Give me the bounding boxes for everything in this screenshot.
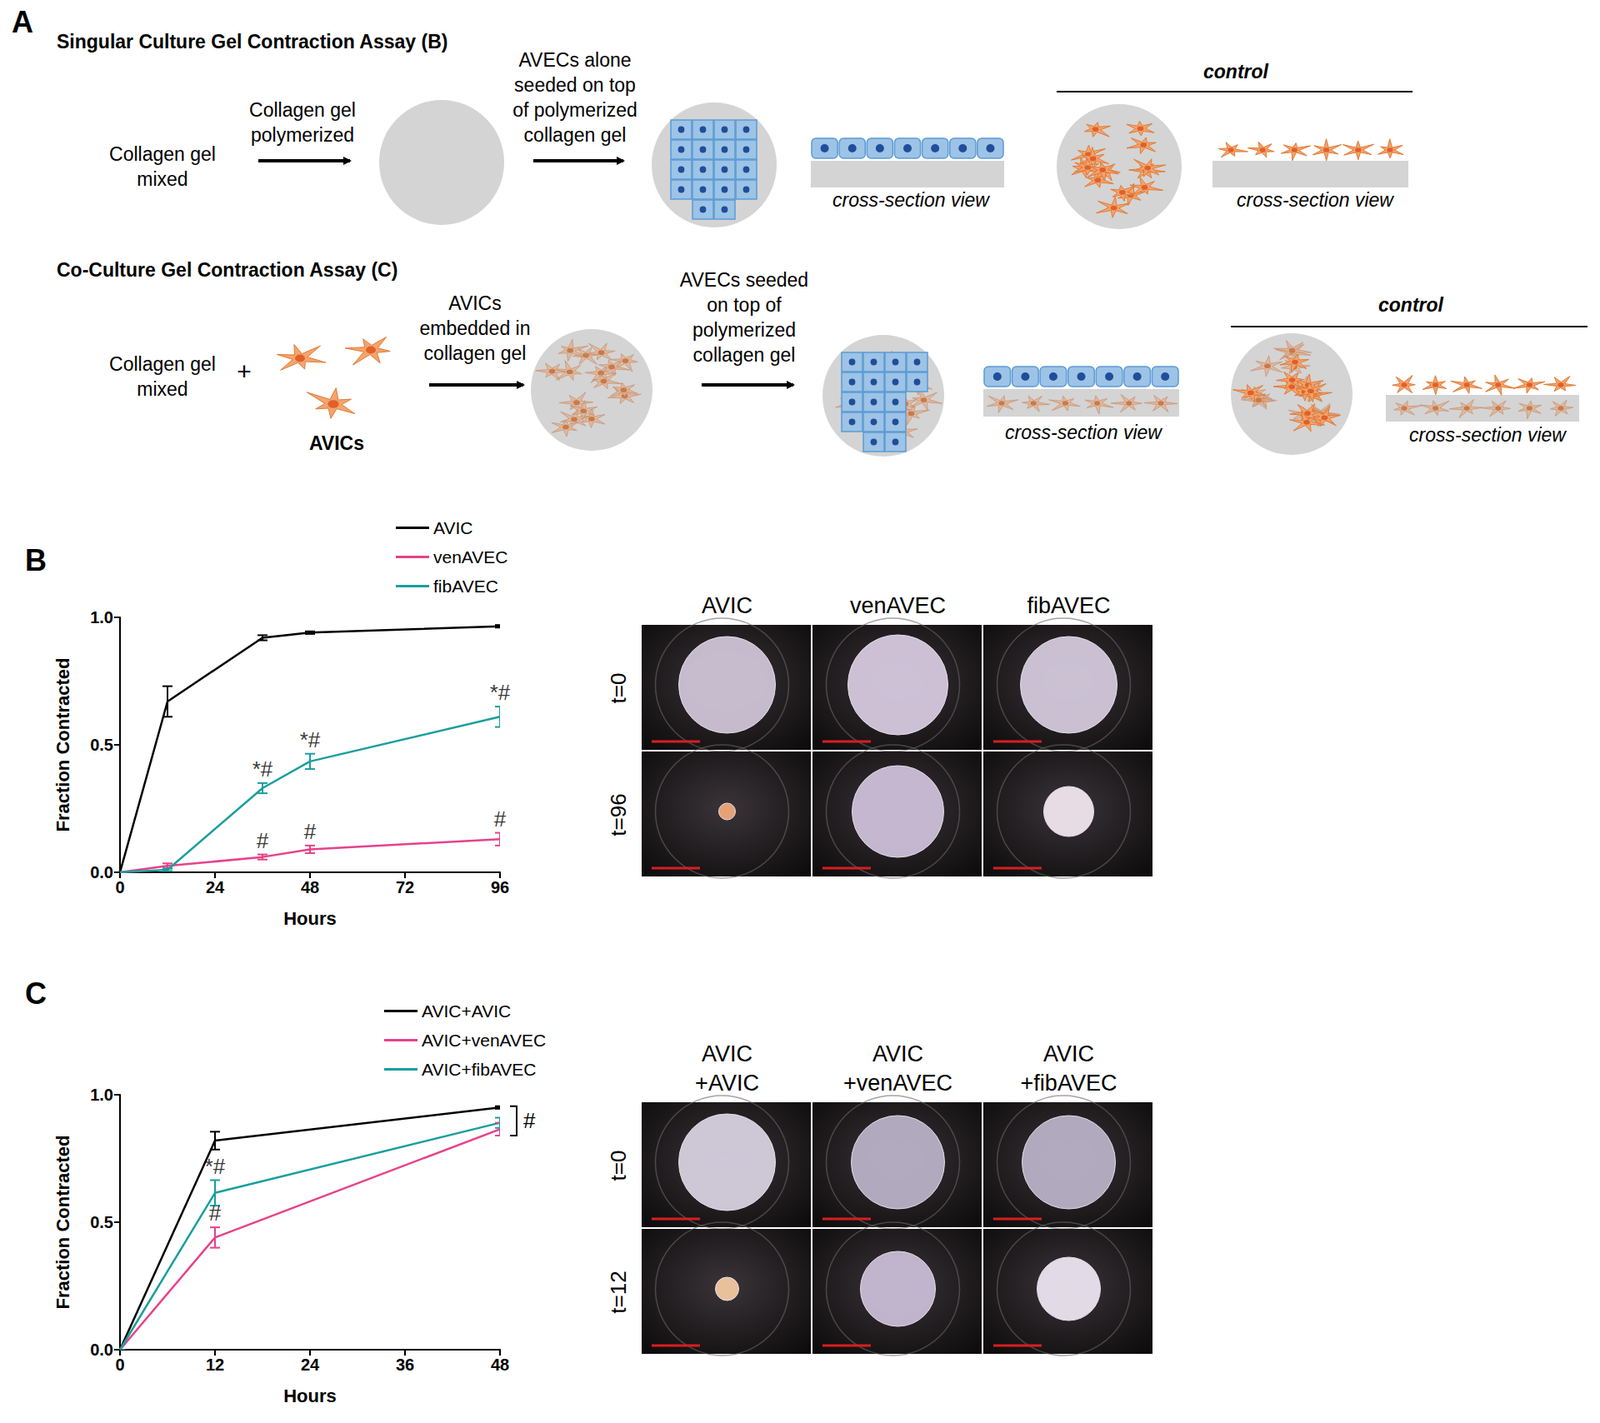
svg-text:AVIC+fibAVEC: AVIC+fibAVEC	[421, 1060, 537, 1080]
svg-text:#: #	[209, 1200, 222, 1226]
svg-text:+AVIC: +AVIC	[695, 1070, 760, 1096]
svg-text:AVICs: AVICs	[309, 432, 365, 455]
svg-text:cross-section view: cross-section view	[832, 189, 990, 211]
svg-text:36: 36	[395, 1355, 415, 1375]
svg-text:cross-section view: cross-section view	[1409, 424, 1567, 446]
svg-text:*#: *#	[252, 756, 274, 782]
svg-text:AVIC+AVIC: AVIC+AVIC	[421, 1001, 511, 1021]
svg-text:cross-section view: cross-section view	[1236, 189, 1395, 211]
svg-text:+venAVEC: +venAVEC	[843, 1070, 953, 1096]
svg-text:*#: *#	[490, 680, 511, 705]
svg-text:#: #	[494, 806, 507, 832]
svg-text:collagen gel: collagen gel	[693, 344, 796, 366]
svg-text:AVICs: AVICs	[448, 292, 501, 315]
svg-text:polymerized: polymerized	[250, 124, 355, 146]
svg-text:#: #	[523, 1108, 536, 1134]
svg-text:AVIC: AVIC	[701, 1041, 753, 1067]
svg-text:0.5: 0.5	[90, 735, 114, 755]
svg-text:Collagen gel: Collagen gel	[109, 143, 216, 165]
svg-text:AVIC: AVIC	[701, 593, 753, 619]
svg-text:fibAVEC: fibAVEC	[1026, 593, 1110, 619]
svg-text:on top of: on top of	[706, 294, 782, 316]
svg-text:fibAVEC: fibAVEC	[433, 576, 499, 596]
svg-text:Collagen gel: Collagen gel	[249, 99, 356, 121]
svg-text:mixed: mixed	[136, 378, 188, 400]
svg-text:t=0: t=0	[605, 673, 631, 705]
svg-text:*#: *#	[205, 1154, 226, 1180]
svg-text:polymerized: polymerized	[692, 319, 796, 341]
svg-text:+: +	[236, 357, 252, 385]
svg-text:AVIC: AVIC	[872, 1041, 924, 1067]
svg-text:collagen gel: collagen gel	[524, 124, 627, 146]
svg-text:0.0: 0.0	[90, 863, 114, 882]
svg-text:0: 0	[115, 1355, 125, 1375]
svg-text:0: 0	[115, 878, 125, 897]
svg-text:AVIC+venAVEC: AVIC+venAVEC	[421, 1030, 546, 1050]
svg-text:control: control	[1203, 60, 1270, 83]
svg-text:mixed: mixed	[136, 168, 188, 190]
html-text:B: B	[25, 543, 47, 578]
html-text:C: C	[25, 976, 47, 1011]
svg-text:Hours: Hours	[283, 908, 337, 930]
svg-text:Fraction Contracted: Fraction Contracted	[52, 1135, 74, 1310]
svg-text:+fibAVEC: +fibAVEC	[1020, 1070, 1118, 1096]
svg-text:AVECs seeded: AVECs seeded	[680, 269, 809, 291]
svg-text:venAVEC: venAVEC	[433, 547, 509, 567]
svg-text:t=0: t=0	[605, 1150, 631, 1182]
svg-text:Singular Culture Gel Contracti: Singular Culture Gel Contraction Assay (…	[56, 30, 448, 53]
svg-text:seeded on top: seeded on top	[514, 74, 636, 96]
svg-text:control: control	[1378, 294, 1445, 316]
svg-text:AVECs alone: AVECs alone	[518, 49, 631, 71]
svg-text:24: 24	[300, 1355, 320, 1375]
svg-text:AVIC: AVIC	[433, 518, 473, 538]
svg-text:1.0: 1.0	[90, 1085, 114, 1105]
svg-text:#: #	[256, 828, 270, 854]
svg-text:venAVEC: venAVEC	[850, 593, 946, 619]
svg-text:cross-section view: cross-section view	[1005, 421, 1163, 444]
svg-text:48: 48	[300, 878, 320, 897]
svg-text:collagen gel: collagen gel	[424, 342, 527, 365]
svg-text:embedded in: embedded in	[420, 317, 531, 340]
svg-text:72: 72	[395, 878, 415, 897]
svg-text:t=96: t=96	[605, 793, 631, 836]
svg-text:0.0: 0.0	[90, 1340, 114, 1360]
svg-text:of polymerized: of polymerized	[512, 99, 638, 121]
html-text:A: A	[11, 5, 34, 40]
svg-text:#: #	[304, 819, 317, 845]
svg-text:*#: *#	[300, 727, 321, 753]
svg-text:Collagen gel: Collagen gel	[109, 353, 216, 375]
svg-text:1.0: 1.0	[90, 608, 114, 627]
svg-text:Fraction Contracted: Fraction Contracted	[52, 657, 74, 832]
svg-text:Hours: Hours	[283, 1385, 337, 1407]
svg-text:t=12: t=12	[605, 1270, 631, 1314]
svg-text:Co-Culture Gel Contraction Ass: Co-Culture Gel Contraction Assay (C)	[56, 259, 398, 281]
svg-text:0.5: 0.5	[90, 1213, 114, 1232]
svg-text:24: 24	[205, 878, 225, 897]
svg-text:AVIC: AVIC	[1043, 1041, 1095, 1067]
svg-text:12: 12	[205, 1355, 225, 1375]
svg-text:48: 48	[490, 1355, 510, 1375]
svg-text:96: 96	[490, 878, 510, 897]
